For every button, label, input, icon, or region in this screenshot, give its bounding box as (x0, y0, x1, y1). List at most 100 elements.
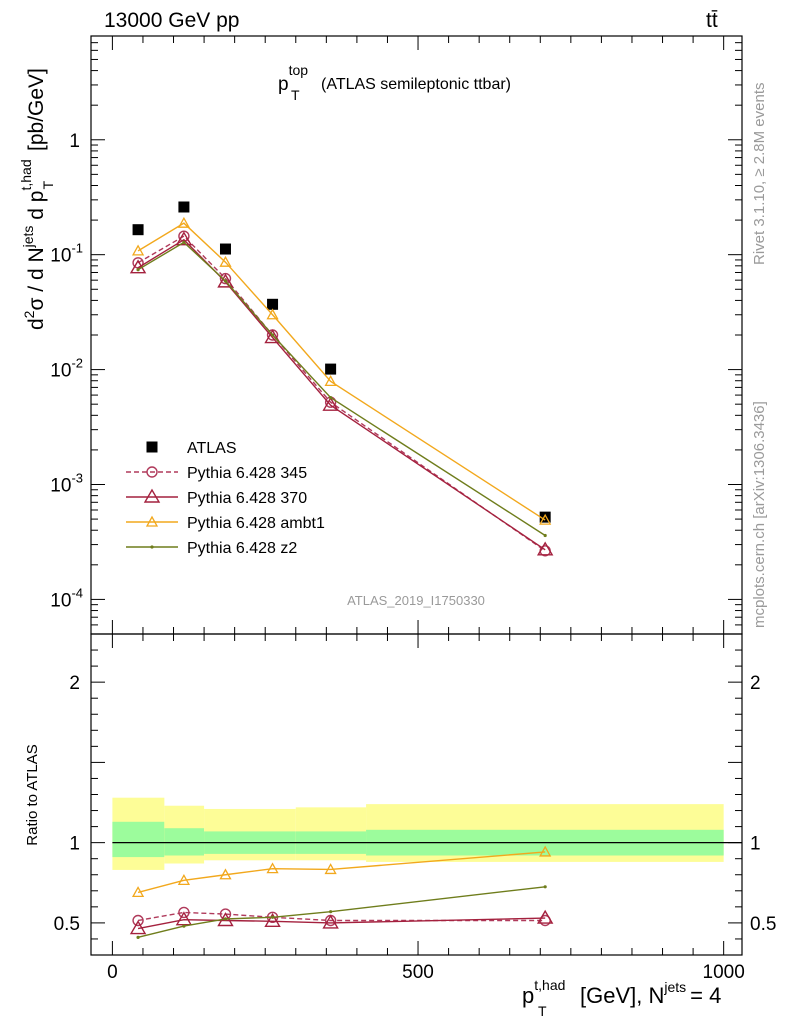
ratio-point-pythia-6.428-ambt1 (131, 886, 145, 898)
ratio-ylabel: Ratio to ATLAS (24, 744, 41, 845)
point-pythia-6.428-370 (264, 329, 281, 344)
main-ylabel: d2σ / d Njets d pt,had T [pb/GeV] (18, 68, 56, 330)
point-atlas (132, 224, 144, 236)
point-pythia-6.428-370 (217, 273, 234, 288)
legend-label: Pythia 6.428 345 (187, 465, 307, 482)
x-tick-label: 1000 (703, 962, 745, 983)
ratio-y-tick-label: 0.5 (54, 914, 80, 935)
ratio-point-pythia-6.428-ambt1 (177, 874, 191, 886)
series-line-pythia-6.428-345 (137, 235, 546, 552)
ratio-point-pythia-6.428-z2 (543, 885, 547, 889)
ratio-point-pythia-6.428-z2 (182, 924, 186, 928)
ratio-y-tick-label-right: 1 (750, 834, 761, 855)
mcplots-label: mcplots.cern.ch [arXiv:1306.3436] (751, 401, 768, 628)
ratio-point-pythia-6.428-z2 (270, 915, 275, 919)
main-plot: 110-110-210-310-4 (50, 35, 743, 635)
y-tick-label: 10-4 (50, 585, 83, 611)
ratio-point-pythia-6.428-370 (322, 914, 339, 929)
legend-marker (146, 466, 158, 478)
uncertainty-band-inner (112, 821, 165, 858)
tick-exp: -3 (71, 471, 83, 486)
series-line-pythia-6.428-ambt1 (137, 222, 546, 521)
xlabel-sub: T (538, 1003, 547, 1019)
point-atlas (219, 243, 231, 255)
point-pythia-6.428-345 (132, 257, 144, 269)
legend: ATLAS Pythia 6.428 345 Pythia 6.428 370 Pyt… (126, 440, 325, 557)
point-pythia-6.428-ambt1 (266, 308, 279, 320)
ratio-point-pythia-6.428-370 (536, 909, 554, 924)
ratio-point-pythia-6.428-370 (129, 920, 147, 935)
legend-marker (150, 545, 154, 549)
energy-label: 13000 GeV pp (104, 9, 239, 32)
y-tick-label: 1 (69, 131, 80, 152)
ratio-point-pythia-6.428-z2 (223, 917, 228, 921)
ratio-y-tick-label: 1 (69, 834, 80, 855)
ratio-y-tick-label-right: 2 (750, 673, 761, 694)
ratio-y-tick-label-right: 0.5 (750, 914, 776, 935)
x-tick-label: 0 (107, 962, 118, 983)
legend-label: Pythia 6.428 z2 (187, 540, 297, 557)
point-pythia-6.428-z2 (182, 240, 186, 244)
ylabel-dp: d p (25, 191, 48, 226)
ylabel-sigma: σ / d N (25, 247, 48, 310)
y-tick-label: 10-1 (50, 241, 83, 267)
xlabel-sup2: jets (663, 979, 686, 995)
ratio-point-pythia-6.428-345 (132, 914, 144, 927)
tick-base: 10 (50, 476, 71, 497)
process-label: tt̄ (706, 9, 718, 32)
ratio-point-pythia-6.428-370 (264, 912, 281, 927)
point-pythia-6.428-ambt1 (539, 513, 552, 525)
ratio-point-pythia-6.428-345 (178, 906, 190, 919)
ylabel-units: [pb/GeV] (25, 68, 48, 157)
analysis-id: ATLAS_2019_I1750330 (347, 593, 485, 608)
y-tick-label: 10-2 (50, 356, 83, 382)
ylabel-sup-jets: jets (20, 226, 36, 249)
point-pythia-6.428-ambt1 (324, 375, 337, 387)
main-title: ptop T (278, 62, 308, 103)
ylabel-sup-thad: t,had (18, 159, 34, 190)
xlabel-main: p (522, 983, 534, 1008)
point-pythia-6.428-z2 (543, 533, 547, 538)
point-atlas (325, 363, 337, 375)
title-main: p (278, 74, 289, 95)
xlabel-rest: [GeV], N (580, 983, 664, 1008)
ylabel-d: d (25, 318, 48, 330)
point-atlas (178, 201, 190, 213)
rivet-label: Rivet 3.1.10, ≥ 2.8M events (751, 83, 768, 266)
uncertainty-band-inner (164, 828, 205, 856)
tick-base: 10 (50, 246, 71, 267)
point-pythia-6.428-370 (175, 231, 193, 246)
y-tick-label: 10-3 (50, 471, 83, 497)
legend-label: ATLAS (187, 440, 237, 457)
title-sup: top (289, 62, 309, 78)
series-line-pythia-6.428-z2 (137, 241, 546, 537)
legend-marker (143, 488, 161, 503)
ratio-frame (90, 633, 743, 956)
tick-base: 10 (50, 361, 71, 382)
tick-base: 10 (50, 590, 71, 611)
xlabel-sup: t,had (534, 977, 565, 993)
point-pythia-6.428-z2 (270, 333, 275, 337)
point-pythia-6.428-ambt1 (219, 255, 232, 267)
point-pythia-6.428-z2 (223, 279, 228, 283)
ratio-point-pythia-6.428-z2 (329, 910, 333, 914)
x-tick-label: 500 (402, 962, 434, 983)
ratio-point-pythia-6.428-z2 (136, 935, 140, 939)
tick-exp: -4 (71, 585, 83, 600)
point-pythia-6.428-z2 (329, 396, 333, 400)
ylabel-sup-2: 2 (21, 310, 37, 318)
title-rest: (ATLAS semileptonic ttbar) (321, 76, 511, 93)
point-pythia-6.428-370 (322, 396, 339, 411)
tick-exp: -1 (71, 241, 83, 256)
legend-marker (145, 515, 159, 527)
point-pythia-6.428-z2 (136, 268, 140, 272)
ratio-point-pythia-6.428-ambt1 (539, 845, 552, 857)
legend-label: Pythia 6.428 370 (187, 490, 307, 507)
ratio-point-pythia-6.428-ambt1 (324, 863, 337, 875)
point-pythia-6.428-ambt1 (177, 216, 191, 228)
point-pythia-6.428-370 (536, 541, 554, 556)
point-atlas (539, 511, 551, 523)
series-line-pythia-6.428-370 (137, 238, 546, 551)
point-pythia-6.428-370 (129, 259, 147, 274)
